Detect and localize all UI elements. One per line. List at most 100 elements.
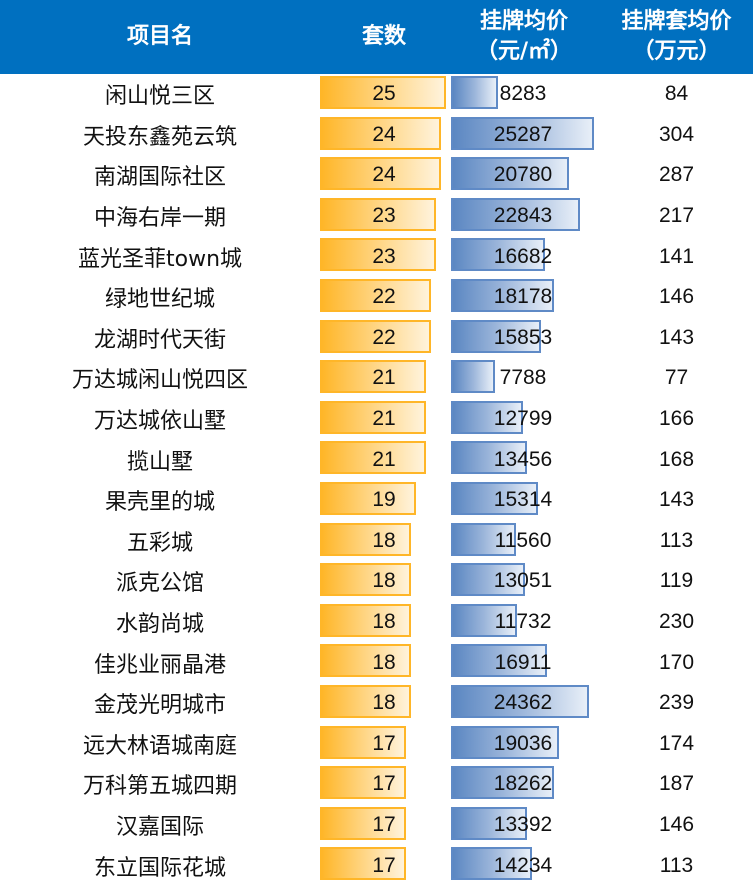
count-cell: 24 <box>320 155 448 196</box>
price-data-bar <box>451 278 554 312</box>
avg-price-value: 13051 <box>493 569 553 593</box>
avg-unit-price-value: 304 <box>658 122 695 146</box>
avg-price-value: 16682 <box>493 244 553 268</box>
count-data-bar <box>320 725 406 759</box>
avg-unit-price-value: 84 <box>664 82 689 106</box>
header-avg-price: 挂牌均价 （元/㎡） <box>448 0 600 74</box>
avg-price-value: 25287 <box>493 122 553 146</box>
count-value: 24 <box>372 163 396 187</box>
avg-unit-price-value: 217 <box>658 204 695 228</box>
price-data-bar <box>451 319 541 353</box>
header-project-name-label: 项目名 <box>126 24 193 49</box>
avg-price-cell: 11560 <box>451 521 601 562</box>
project-name: 天投东鑫苑云筑 <box>82 124 237 150</box>
count-value: 18 <box>372 569 396 593</box>
price-data-bar <box>451 522 516 556</box>
project-name: 万科第五城四期 <box>82 774 237 800</box>
project-name: 派克公馆 <box>115 571 204 597</box>
count-cell: 21 <box>320 399 448 440</box>
count-cell: 23 <box>320 236 448 277</box>
price-data-bar <box>451 441 527 475</box>
price-data-bar <box>451 76 498 109</box>
count-value: 19 <box>372 488 396 512</box>
project-name: 龙湖时代天街 <box>93 327 226 353</box>
count-data-bar <box>320 481 416 515</box>
avg-price-cell: 18262 <box>451 764 601 805</box>
count-data-bar <box>320 400 426 434</box>
count-cell: 18 <box>320 642 448 683</box>
count-value: 17 <box>372 812 396 836</box>
price-data-bar <box>451 563 525 597</box>
count-value: 18 <box>372 528 396 552</box>
avg-price-value: 13392 <box>493 812 553 836</box>
avg-unit-price-value: 113 <box>659 853 694 877</box>
count-value: 23 <box>372 244 396 268</box>
header-project-name: 项目名 <box>0 0 320 74</box>
avg-unit-price-value: 141 <box>658 244 695 268</box>
count-data-bar <box>320 319 431 353</box>
avg-price-value: 11560 <box>494 528 552 552</box>
avg-price-cell: 13392 <box>451 805 601 846</box>
avg-price-value: 12799 <box>493 407 553 431</box>
count-cell: 21 <box>320 439 448 480</box>
avg-price-value: 18178 <box>493 285 553 309</box>
price-data-bar <box>451 684 589 718</box>
avg-unit-price-value: 230 <box>658 610 695 634</box>
count-cell: 17 <box>320 724 448 765</box>
header-avg-unit-price-label: 挂牌套均价 <box>621 9 732 34</box>
project-name: 南湖国际社区 <box>93 165 226 191</box>
count-cell: 21 <box>320 358 448 399</box>
avg-unit-price-value: 168 <box>658 447 695 471</box>
table-row: 东立国际花城 17 14234 113 <box>0 845 753 886</box>
avg-price-value: 15314 <box>493 488 553 512</box>
price-data-bar <box>451 197 580 231</box>
avg-unit-price-value: 146 <box>658 812 695 836</box>
count-cell: 22 <box>320 318 448 359</box>
count-data-bar <box>320 522 411 556</box>
avg-price-cell: 11732 <box>451 602 601 643</box>
project-name: 万达城闲山悦四区 <box>71 368 248 394</box>
project-name: 绿地世纪城 <box>104 287 215 313</box>
table-row: 龙湖时代天街 22 15853 143 <box>0 318 753 359</box>
count-data-bar <box>320 116 441 150</box>
count-value: 17 <box>372 731 396 755</box>
count-value: 21 <box>372 407 396 431</box>
count-data-bar <box>320 766 406 800</box>
count-value: 18 <box>372 610 396 634</box>
avg-price-cell: 16682 <box>451 236 601 277</box>
avg-unit-price-value: 166 <box>658 407 695 431</box>
avg-unit-price-value: 113 <box>659 528 694 552</box>
table-body: 闲山悦三区 25 8283 84 天投东鑫苑云筑 24 25287 304 南湖国际社区 24 20… <box>0 74 753 886</box>
count-cell: 23 <box>320 196 448 237</box>
avg-price-cell: 16911 <box>451 642 601 683</box>
avg-unit-price-value: 170 <box>658 650 695 674</box>
avg-unit-price-value: 146 <box>658 285 695 309</box>
table-row: 远大林语城南庭 17 19036 174 <box>0 724 753 765</box>
project-name: 金茂光明城市 <box>93 693 226 719</box>
avg-price-value: 20780 <box>493 163 553 187</box>
count-data-bar <box>320 563 411 597</box>
avg-unit-price-value: 77 <box>664 366 689 390</box>
avg-price-value: 24362 <box>493 691 553 715</box>
count-data-bar <box>320 278 431 312</box>
table-row: 果壳里的城 19 15314 143 <box>0 480 753 521</box>
project-name: 果壳里的城 <box>104 490 215 516</box>
avg-price-cell: 25287 <box>451 115 601 156</box>
count-value: 21 <box>372 366 396 390</box>
avg-price-value: 19036 <box>493 731 553 755</box>
count-data-bar <box>320 441 426 475</box>
header-count-label: 套数 <box>361 24 406 49</box>
price-data-bar <box>451 766 554 800</box>
count-value: 18 <box>372 650 396 674</box>
avg-price-value: 22843 <box>493 204 553 228</box>
table-row: 万达城依山墅 21 12799 166 <box>0 399 753 440</box>
price-data-bar <box>451 725 559 759</box>
project-name: 闲山悦三区 <box>104 84 215 110</box>
table-row: 万科第五城四期 17 18262 187 <box>0 764 753 805</box>
count-cell: 22 <box>320 277 448 318</box>
count-cell: 18 <box>320 683 448 724</box>
avg-price-cell: 19036 <box>451 724 601 765</box>
project-name: 远大林语城南庭 <box>82 733 237 759</box>
count-cell: 24 <box>320 115 448 156</box>
